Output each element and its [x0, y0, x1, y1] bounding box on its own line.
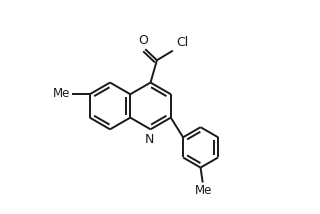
Text: Me: Me — [53, 87, 71, 100]
Text: O: O — [139, 34, 148, 47]
Text: Cl: Cl — [177, 36, 189, 49]
Text: N: N — [145, 133, 154, 146]
Text: Me: Me — [195, 184, 212, 197]
